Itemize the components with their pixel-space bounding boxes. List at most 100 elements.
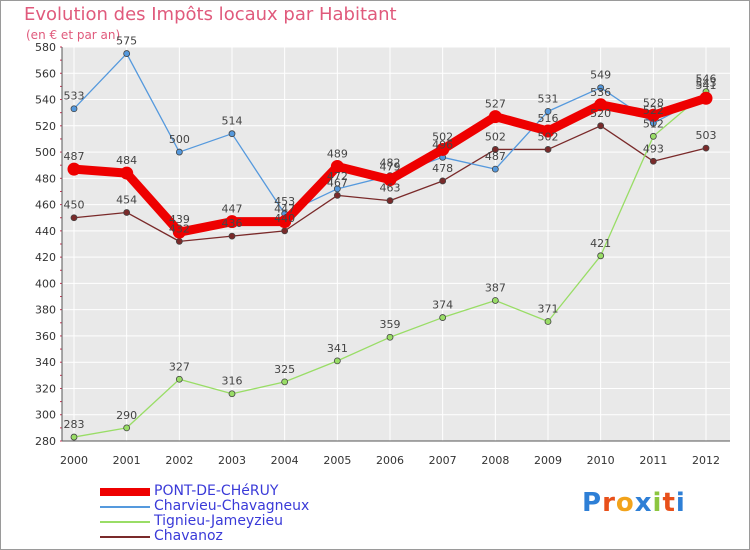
data-point [123,50,131,57]
data-point [120,166,134,180]
x-tick-label: 2000 [60,454,88,467]
data-point [281,378,289,386]
data-point [646,108,660,122]
data-point [70,214,78,222]
data-label: 341 [327,342,348,355]
data-label: 502 [432,130,453,143]
y-tick-label: 420 [35,251,56,264]
data-label: 371 [538,302,559,315]
y-tick-label: 520 [35,120,56,133]
y-tick-label: 540 [35,94,56,107]
data-point [172,225,186,239]
data-label: 533 [64,90,85,103]
data-point [175,375,183,383]
data-point [491,297,499,304]
legend-swatch [100,536,150,538]
data-label: 479 [380,161,401,174]
x-tick-label: 2011 [639,454,667,467]
data-label: 502 [485,130,506,143]
data-point [70,105,78,113]
data-point [228,232,236,240]
data-label: 546 [696,73,717,86]
x-tick-label: 2002 [165,454,193,467]
data-label: 421 [590,237,611,250]
data-point [386,333,394,341]
data-label: 439 [169,213,190,226]
data-label: 450 [64,199,85,212]
data-label: 447 [274,203,295,216]
data-label: 290 [116,409,137,422]
data-label: 487 [485,150,506,163]
data-label: 359 [380,318,401,331]
logo-letter: r [602,488,616,518]
data-label: 440 [274,212,295,225]
logo-letter: P [582,488,603,518]
data-point [281,227,289,235]
data-label: 528 [643,96,664,109]
logo-letter: i [675,488,686,518]
x-tick-label: 2012 [692,454,720,467]
legend-label: Charvieu-Chavagneux [154,498,310,514]
data-point [597,122,605,130]
data-label: 374 [432,299,453,312]
legend-label: PONT-DE-CHéRUY [154,483,279,499]
data-point [67,162,81,176]
data-label: 543 [696,77,717,90]
legend-label: Tignieu-Jameyzieu [154,513,283,529]
data-point [333,192,341,199]
data-point [491,165,499,173]
data-label: 503 [696,129,717,142]
legend-swatch [100,506,150,508]
data-label: 316 [222,375,243,388]
data-label: 549 [590,69,611,82]
data-point [544,146,552,153]
data-point [544,107,552,115]
data-point [333,185,341,193]
y-tick-label: 480 [35,172,56,185]
data-label: 520 [590,107,611,120]
data-label: 454 [116,193,137,206]
x-tick-label: 2009 [534,454,562,467]
data-label: 467 [327,176,348,189]
data-point [597,252,605,260]
data-point [597,84,605,92]
y-tick-label: 440 [35,225,56,238]
data-label: 575 [116,35,137,48]
data-point [649,157,657,165]
chart-title: Evolution des Impôts locaux par Habitant [24,4,397,25]
data-point [175,148,183,156]
y-tick-label: 320 [35,382,56,395]
data-point [439,177,447,185]
data-label: 283 [64,418,85,431]
x-tick-label: 2006 [376,454,404,467]
y-tick-label: 400 [35,277,56,290]
y-tick-label: 560 [35,67,56,80]
data-label: 516 [538,112,559,125]
data-point [225,215,239,229]
data-label: 327 [169,360,190,373]
data-label: 447 [222,203,243,216]
data-label: 463 [380,182,401,195]
logo-letter: x [634,488,653,518]
data-label: 325 [274,363,295,376]
data-point [123,209,131,216]
data-point [70,433,78,441]
data-label: 500 [169,133,190,146]
data-point [386,197,394,205]
data-point [123,424,131,432]
logo-letter: t [662,488,676,518]
data-label: 432 [169,222,190,235]
data-point [699,91,713,105]
data-label: 536 [590,86,611,99]
data-point [228,130,236,138]
data-point [594,98,608,112]
legend-label: Chavanoz [154,528,223,544]
data-label: 482 [380,157,401,170]
data-point [278,215,292,229]
x-tick-label: 2005 [323,454,351,467]
data-label: 527 [485,98,506,111]
data-point [330,160,344,174]
y-tick-label: 280 [35,435,56,448]
data-point [491,146,499,153]
